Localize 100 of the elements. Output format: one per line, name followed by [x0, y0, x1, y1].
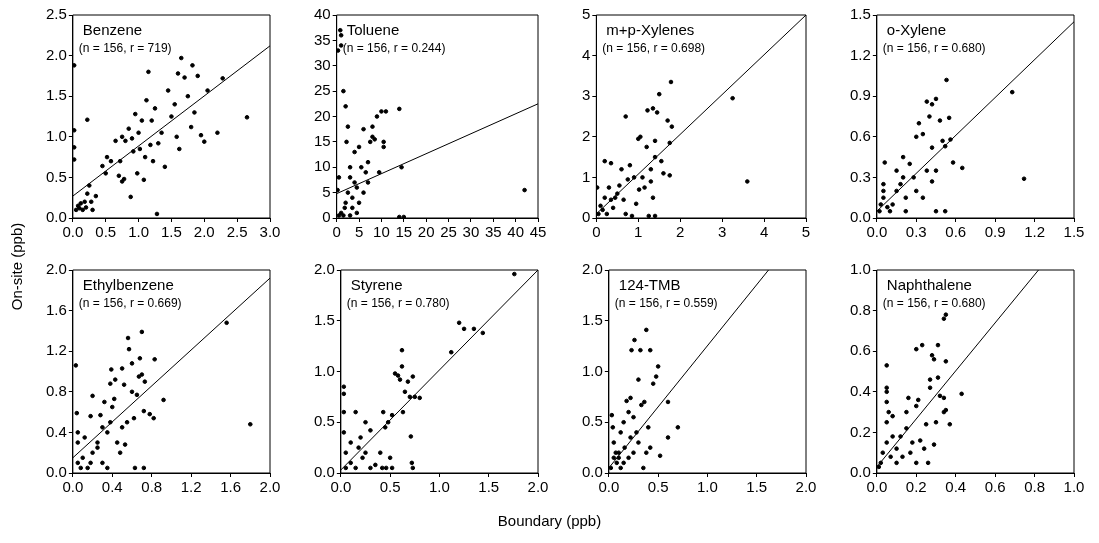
- y-tick-label: 2.0: [581, 260, 603, 278]
- x-tick-label: 10: [373, 223, 390, 241]
- y-tick-label: 1.0: [313, 361, 335, 379]
- x-tick-label: 1: [634, 223, 643, 241]
- x-tick-label: 0.5: [647, 478, 669, 496]
- y-tick-label: 5: [582, 5, 591, 23]
- x-tick-label: 0.6: [984, 478, 1006, 496]
- chart-title: 124-TMB: [618, 275, 681, 293]
- y-tick-label: 1.0: [45, 126, 67, 144]
- y-tick-label: 0.0: [45, 208, 67, 226]
- y-tick-label: 2.0: [313, 260, 335, 278]
- chart-title: m+p-Xylenes: [606, 20, 695, 38]
- x-tick-label: 2.0: [795, 478, 817, 496]
- y-tick-label: 1.6: [45, 300, 67, 318]
- x-tick-label: 20: [417, 223, 435, 241]
- x-tick-label: 1.5: [478, 478, 500, 496]
- y-tick-label: 40: [314, 5, 331, 23]
- x-axis-title: Boundary (ppb): [496, 512, 603, 529]
- x-tick-label: 35: [484, 223, 502, 241]
- x-tick-label: 1.0: [697, 478, 718, 496]
- x-tick-label: 2.5: [226, 223, 248, 241]
- annotation: (n = 156, r = 719): [78, 41, 172, 56]
- x-tick-label: 1.2: [1024, 223, 1045, 241]
- annotation: (n = 156, r = 0.698): [602, 41, 706, 56]
- y-tick-label: 0.8: [45, 381, 67, 399]
- x-tick-label: 0.4: [945, 478, 967, 496]
- chart-title: o-Xylene: [886, 20, 947, 38]
- y-tick-label: 1.2: [45, 341, 67, 359]
- x-tick-label: 1.5: [746, 478, 768, 496]
- x-tick-label: 0.4: [101, 478, 123, 496]
- x-tick-label: 1.6: [220, 478, 241, 496]
- y-tick-label: 1.0: [849, 260, 871, 278]
- x-tick-label: 1.2: [180, 478, 202, 496]
- y-tick-label: 0.0: [581, 463, 603, 481]
- x-tick-label: 0.0: [62, 223, 84, 241]
- y-tick-label: 0.5: [45, 167, 67, 185]
- y-axis-title: On-site (ppb): [7, 221, 25, 313]
- annotation: (n = 156, r = 0.559): [614, 296, 718, 311]
- chart-title: Benzene: [82, 20, 143, 38]
- x-tick-label: 0.3: [905, 223, 927, 241]
- x-tick-label: 4: [759, 223, 769, 241]
- y-tick-label: 0.2: [849, 422, 871, 440]
- x-tick-label: 1.5: [1063, 223, 1085, 241]
- x-tick-label: 15: [395, 223, 413, 241]
- y-tick-label: 0.0: [313, 463, 335, 481]
- x-tick-label: 2.0: [527, 478, 549, 496]
- x-tick-label: 3.0: [259, 223, 281, 241]
- x-tick-label: 0.5: [95, 223, 117, 241]
- y-tick-label: 0.6: [849, 126, 871, 144]
- x-tick-label: 1.0: [429, 478, 450, 496]
- x-tick-label: 0.0: [62, 478, 84, 496]
- x-tick-label: 40: [507, 223, 524, 241]
- y-tick-label: 2: [582, 126, 591, 144]
- chart-title: Toluene: [346, 20, 400, 38]
- x-tick-label: 0.2: [905, 478, 927, 496]
- y-tick-label: 0.8: [849, 300, 871, 318]
- y-tick-label: 0.6: [849, 341, 871, 359]
- chart-title: Ethylbenzene: [82, 275, 174, 293]
- y-tick-label: 0.4: [849, 381, 871, 399]
- annotation: (n = 156, r = 0.680): [882, 41, 986, 56]
- annotation: (n = 156, r = 0.244): [342, 41, 446, 56]
- x-tick-label: 25: [440, 223, 457, 241]
- x-tick-label: 0.9: [984, 223, 1006, 241]
- chart-title: Styrene: [350, 275, 403, 293]
- x-tick-label: 2: [676, 223, 685, 241]
- y-tick-label: 0.0: [849, 208, 871, 226]
- x-tick-label: 45: [529, 223, 547, 241]
- y-tick-label: 0.4: [45, 422, 67, 440]
- y-tick-label: 0.9: [849, 86, 871, 104]
- x-tick-label: 1.5: [161, 223, 182, 241]
- x-tick-label: 1.0: [128, 223, 149, 241]
- x-tick-label: 0.0: [598, 478, 620, 496]
- y-tick-label: 0.5: [313, 412, 335, 430]
- y-tick-label: 4: [582, 45, 591, 63]
- x-tick-label: 5: [801, 223, 811, 241]
- y-tick-label: 30: [314, 55, 331, 73]
- annotation: (n = 156, r = 0.780): [346, 296, 450, 311]
- y-tick-label: 0.5: [581, 412, 603, 430]
- y-tick-label: 1.5: [849, 5, 871, 23]
- x-tick-label: 0.0: [866, 478, 888, 496]
- x-tick-label: 5: [354, 223, 364, 241]
- y-tick-label: 0.0: [45, 463, 67, 481]
- annotation: (n = 156, r = 0.669): [78, 296, 182, 311]
- y-tick-label: 0.3: [849, 167, 871, 185]
- y-tick-label: 25: [314, 81, 331, 99]
- x-tick-label: 0.5: [379, 478, 401, 496]
- x-tick-label: 0.8: [1024, 478, 1045, 496]
- x-tick-label: 0.6: [945, 223, 967, 241]
- x-tick-label: 0.8: [141, 478, 163, 496]
- annotation: (n = 156, r = 0.680): [882, 296, 986, 311]
- x-tick-label: 1.0: [1063, 478, 1085, 496]
- y-tick-label: 20: [314, 106, 331, 124]
- y-tick-label: 2.0: [45, 45, 67, 63]
- y-tick-label: 1.5: [45, 86, 67, 104]
- y-tick-label: 10: [314, 157, 331, 175]
- y-tick-label: 1: [582, 167, 591, 185]
- y-tick-label: 15: [314, 132, 331, 150]
- y-tick-label: 35: [314, 30, 331, 48]
- y-tick-label: 1.5: [581, 310, 603, 328]
- y-tick-label: 0.0: [849, 463, 871, 481]
